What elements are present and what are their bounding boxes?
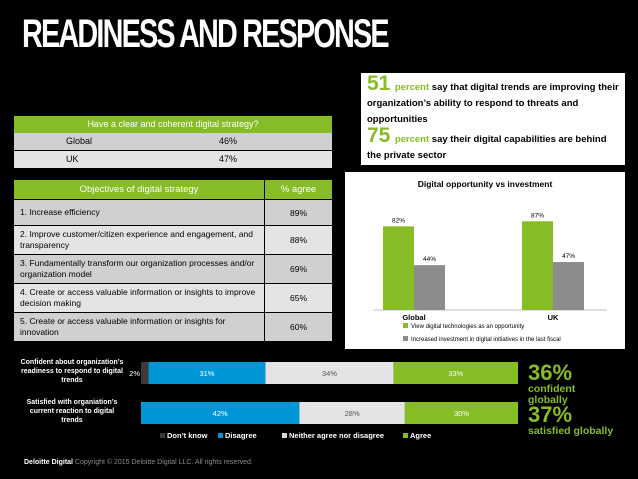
objectives-header-value: % agree — [264, 180, 332, 199]
segment-value-label: 42% — [213, 409, 228, 418]
strategy-table: Have a clear and coherent digital strate… — [14, 116, 332, 168]
legend-label: View digital technologies as an opportun… — [411, 324, 524, 330]
row-value: 47% — [218, 154, 237, 164]
row-value: 88% — [264, 226, 332, 254]
category-label: Satisfied with organiation’s current reac… — [27, 399, 118, 424]
side-stat-confident: 36% confident globally — [528, 362, 628, 406]
table-row: UK 47% — [14, 151, 332, 168]
legend-swatch — [403, 323, 408, 328]
row-label: 4. Create or access valuable information… — [14, 284, 264, 312]
stacked-bar-segment — [141, 362, 149, 384]
legend-label: Don’t know — [167, 431, 208, 440]
row-label: 2. Improve customer/citizen experience a… — [14, 226, 264, 254]
table-row: Global 46% — [14, 133, 332, 151]
bar-global-investment — [414, 265, 445, 310]
chart-title: Digital opportunity vs investment — [418, 179, 553, 189]
footer-text: Copyright © 2015 Deloitte Digital LLC. A… — [74, 459, 253, 466]
stat2-number: 75 — [367, 124, 391, 147]
legend-label: Disagree — [225, 431, 257, 440]
page-title: READINESS AND RESPONSE — [22, 12, 390, 56]
stacked-bar-segment — [265, 362, 394, 384]
side-stat-satisfied: 37% satisfied globally — [528, 404, 636, 437]
segment-value-label: 31% — [199, 369, 214, 378]
readiness-stacked-chart: Confident about organization’s readiness … — [21, 359, 518, 440]
row-label: 1. Increase efficiency — [14, 200, 264, 225]
stat1-unit: percent — [394, 82, 430, 93]
legend-swatch — [403, 433, 408, 438]
stat1-number: 51 — [367, 72, 391, 95]
row-label: Global — [66, 136, 93, 146]
bar-global-opportunity — [383, 226, 414, 310]
stacked-bar-segment — [148, 362, 266, 384]
row-value: 46% — [218, 136, 237, 146]
segment-value-label: 28% — [345, 409, 360, 418]
callout-stat-2: 75 percent say their digital capabilitie… — [367, 125, 619, 163]
stat2-text: say their digital capabilities are behin… — [367, 134, 607, 161]
legend-swatch — [160, 433, 165, 438]
side-stat-text: satisfied globally — [528, 425, 614, 437]
side-stat-value: 37% — [528, 402, 573, 427]
segment-value-label: 30% — [454, 409, 469, 418]
legend-label: Increased investment in digital initiati… — [411, 337, 561, 343]
footer: Deloitte Digital Copyright © 2015 Deloit… — [24, 459, 253, 466]
row-label: 5. Create or access valuable information… — [14, 313, 264, 341]
segment-value-label: 34% — [322, 369, 337, 378]
table-row: 1. Increase efficiency 89% — [14, 200, 332, 225]
bar-value-label: 82% — [392, 217, 405, 224]
row-value: 60% — [264, 313, 332, 341]
stacked-bar-segment — [393, 362, 518, 384]
x-tick-label: UK — [548, 313, 559, 322]
bar-value-label: 87% — [531, 212, 544, 219]
stat1-text: say that digital trends are improving th… — [367, 82, 619, 125]
segment-value-label: 33% — [448, 369, 463, 378]
bar-value-label: 47% — [562, 253, 575, 260]
legend-label: Agree — [410, 431, 431, 440]
category-label: Confident about organization’s readiness … — [21, 359, 124, 384]
footer-brand: Deloitte Digital — [24, 459, 74, 466]
stacked-bar-segment — [141, 402, 300, 424]
row-value: 65% — [264, 284, 332, 312]
segment-value-label: 2% — [129, 369, 140, 378]
row-label: 3. Fundamentally transform our organizat… — [14, 255, 264, 283]
bar-value-label: 44% — [423, 256, 436, 263]
stacked-bar-segment — [404, 402, 518, 424]
row-value: 69% — [264, 255, 332, 283]
legend-swatch — [403, 336, 408, 341]
table-row: 3. Fundamentally transform our organizat… — [14, 255, 332, 283]
opportunity-investment-chart: Digital opportunity vs investment 82% 44% G… — [345, 172, 625, 349]
side-stat-text: confident globally — [528, 383, 576, 407]
callout-stat-1: 51 percent say that digital trends are i… — [367, 73, 619, 127]
row-label: UK — [66, 154, 79, 164]
table-row: 4. Create or access valuable information… — [14, 284, 332, 312]
x-tick-label: Global — [402, 313, 425, 322]
table-row: 2. Improve customer/citizen experience a… — [14, 226, 332, 254]
strategy-table-header: Have a clear and coherent digital strate… — [14, 116, 332, 133]
objectives-table-header: Objectives of digital strategy % agree — [14, 180, 332, 199]
callout-box: 51 percent say that digital trends are i… — [361, 73, 625, 165]
bar-uk-investment — [553, 262, 584, 310]
table-row: 5. Create or access valuable information… — [14, 313, 332, 341]
stacked-bar-segment — [299, 402, 405, 424]
legend-swatch — [218, 433, 223, 438]
objectives-header-label: Objectives of digital strategy — [79, 184, 199, 195]
row-value: 89% — [264, 200, 332, 225]
legend-label: Neither agree nor disagree — [289, 431, 384, 440]
side-stat-value: 36% — [528, 360, 573, 385]
stat2-unit: percent — [394, 134, 430, 145]
bar-uk-opportunity — [522, 221, 553, 310]
legend-swatch — [282, 433, 287, 438]
